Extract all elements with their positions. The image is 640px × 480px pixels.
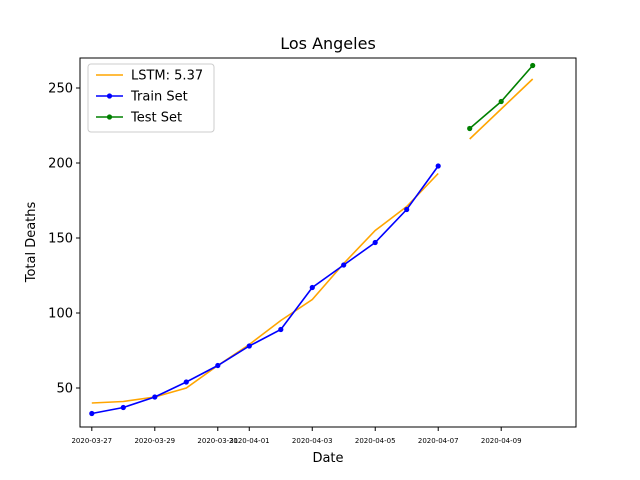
legend-label: Test Set	[130, 111, 182, 126]
x-tick-label: 2020-03-29	[134, 437, 175, 445]
series-line-1-segment-0	[91, 165, 439, 415]
x-axis-label: Date	[312, 451, 343, 466]
legend-label: LSTM: 5.37	[131, 69, 203, 84]
y-tick-label: 50	[56, 382, 73, 397]
x-tick-label: 2020-04-09	[481, 437, 522, 445]
plot-area	[79, 57, 577, 428]
y-axis-label: Total Deaths	[24, 201, 39, 283]
series-line-0-segment-1	[469, 78, 534, 140]
y-tick-label: 200	[48, 157, 73, 172]
data-point	[278, 326, 284, 333]
x-tick-label: 2020-04-07	[418, 437, 459, 445]
y-tick-label: 150	[48, 232, 73, 247]
chart-title: Los Angeles	[280, 34, 376, 53]
y-tick-label: 250	[48, 82, 73, 97]
y-tick-label: 100	[48, 307, 73, 322]
data-point	[372, 239, 378, 246]
data-point	[530, 62, 536, 69]
data-point	[404, 206, 410, 213]
data-point	[246, 343, 252, 349]
x-tick-label: 2020-03-31	[197, 437, 238, 445]
x-axis: 2020-03-27 2020-03-29 2020-03-312020-04-01…	[71, 427, 522, 445]
legend-marker	[106, 93, 113, 99]
x-tick-label: 2020-04-01	[229, 437, 270, 445]
legend-marker	[106, 114, 113, 120]
y-axis: 50 100 150 200 250	[48, 82, 80, 397]
legend: LSTM: 5.37 Train Set Test Set	[87, 63, 215, 133]
data-point	[215, 362, 221, 369]
data-point	[183, 379, 189, 385]
data-point	[152, 394, 158, 400]
legend-box	[87, 63, 215, 133]
x-tick-label: 2020-03-27	[71, 437, 112, 445]
series-markers	[89, 62, 536, 417]
data-point	[498, 98, 504, 105]
data-point	[435, 163, 441, 169]
x-tick-label: 2020-04-03	[292, 437, 333, 445]
data-point	[309, 284, 315, 291]
data-point	[467, 125, 473, 132]
legend-label: Train Set	[130, 90, 188, 105]
series-line-0-segment-0	[91, 172, 439, 404]
data-point	[341, 262, 347, 268]
data-point	[120, 404, 126, 411]
x-tick-label: 2020-04-05	[355, 437, 396, 445]
data-point	[89, 410, 95, 417]
